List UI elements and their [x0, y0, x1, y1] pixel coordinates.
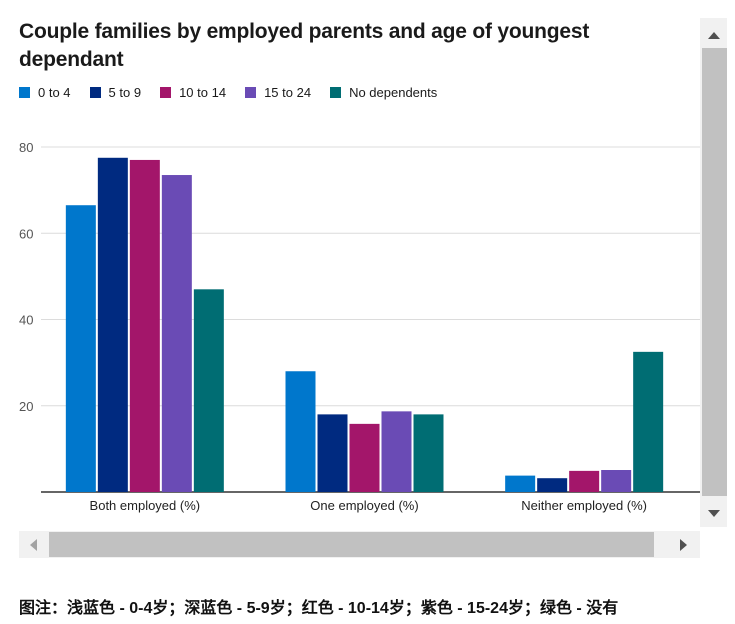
bar [537, 478, 568, 492]
legend: 0 to 4 5 to 9 10 to 14 15 to 24 No dependent… [19, 85, 456, 100]
legend-label: 15 to 24 [264, 85, 312, 100]
scroll-left-icon[interactable] [30, 539, 37, 551]
horizontal-scrollbar[interactable] [19, 531, 700, 558]
bar [601, 470, 632, 492]
y-tick-label: 20 [19, 399, 33, 414]
bar [193, 289, 224, 492]
bar [381, 411, 412, 492]
legend-item: 10 to 14 [160, 85, 226, 100]
caption: 图注：浅蓝色 - 0-4岁；深蓝色 - 5-9岁；红色 - 10-14岁；紫色 … [19, 600, 619, 617]
legend-label: 0 to 4 [38, 85, 71, 100]
bar [285, 371, 316, 492]
scroll-right-icon[interactable] [680, 539, 687, 551]
legend-item: 5 to 9 [89, 85, 142, 100]
bar [349, 423, 380, 492]
scroll-down-icon[interactable] [708, 510, 720, 517]
bar-chart: 20 40 60 80 Both employed (%) One employed (%… [19, 140, 700, 513]
legend-swatch [89, 87, 101, 98]
legend-swatch [160, 87, 172, 98]
bar [317, 414, 348, 492]
x-tick-label: Both employed (%) [90, 498, 201, 513]
bar [633, 351, 664, 492]
legend-item: No dependents [330, 85, 437, 100]
bar [129, 159, 160, 492]
legend-label: 5 to 9 [108, 85, 142, 100]
vertical-scrollbar[interactable] [700, 18, 727, 527]
bar [65, 205, 96, 492]
y-tick-label: 60 [19, 226, 33, 241]
legend-item: 0 to 4 [19, 85, 71, 100]
bar [97, 157, 128, 492]
scroll-up-icon[interactable] [708, 32, 720, 39]
vertical-scroll-thumb[interactable] [702, 48, 727, 496]
bar [161, 175, 192, 492]
x-tick-label: Neither employed (%) [521, 498, 647, 513]
y-tick-label: 80 [19, 140, 33, 155]
legend-swatch [330, 87, 342, 98]
horizontal-scroll-thumb[interactable] [49, 532, 654, 557]
bar [569, 470, 600, 492]
x-tick-label: One employed (%) [310, 498, 418, 513]
y-tick-label: 40 [19, 313, 33, 328]
legend-item: 15 to 24 [245, 85, 311, 100]
legend-swatch [245, 87, 257, 98]
chart-title: Couple families by employed parents and … [19, 20, 590, 71]
bar [413, 414, 444, 492]
legend-label: 10 to 14 [179, 85, 227, 100]
legend-swatch [19, 87, 30, 98]
bar [505, 475, 536, 492]
legend-label: No dependents [349, 85, 438, 100]
